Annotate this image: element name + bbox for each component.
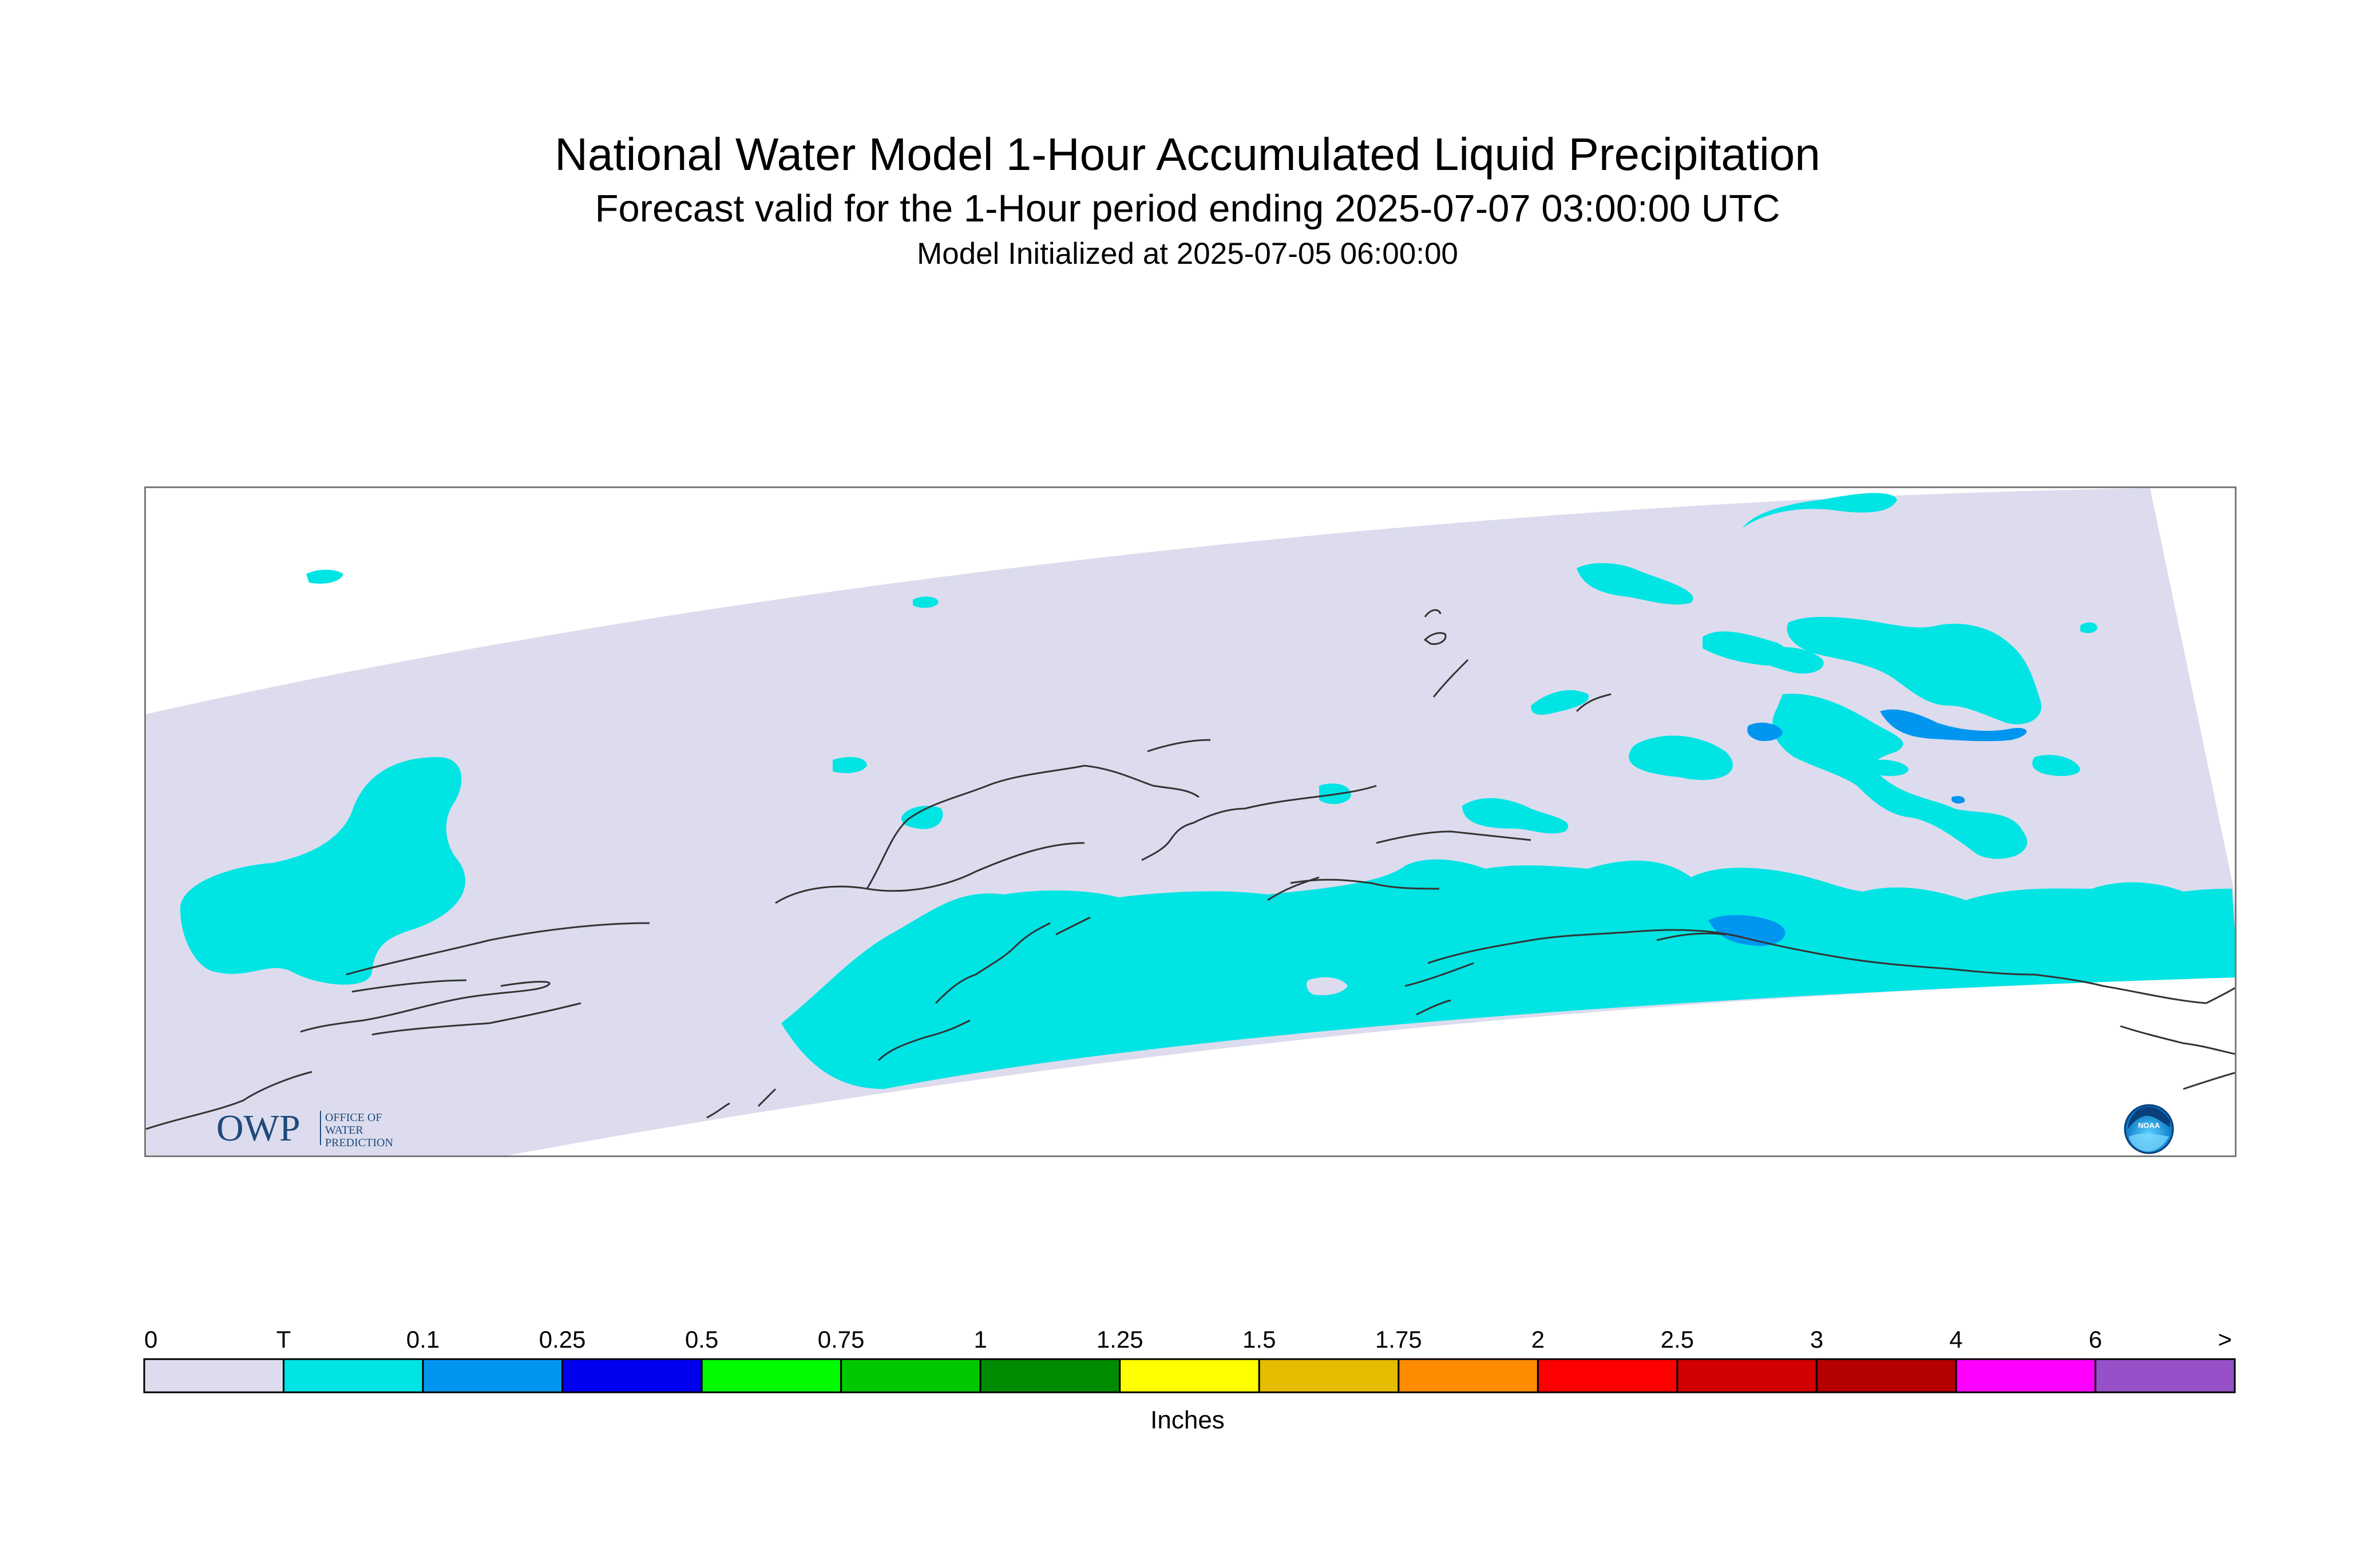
legend-bin-11 — [1676, 1358, 1818, 1393]
light-precip-areas — [1708, 709, 2027, 946]
legend-bin-8 — [1258, 1358, 1400, 1393]
owp-logo: OWP OFFICE OF WATER PREDICTION — [216, 1107, 393, 1149]
legend-bin-6 — [979, 1358, 1121, 1393]
map-title: National Water Model 1-Hour Accumulated … — [555, 129, 1820, 180]
legend-bin-10 — [1537, 1358, 1679, 1393]
noaa-logo-text: NOAA — [2138, 1121, 2160, 1130]
legend-tick-label: 4 — [1949, 1326, 1962, 1353]
legend-bin-14 — [2094, 1358, 2236, 1393]
legend-tick-label: 1 — [974, 1326, 987, 1353]
trace-precip-areas — [180, 493, 2235, 1089]
owp-logo-line-2: WATER — [325, 1124, 363, 1137]
legend-bin-7 — [1119, 1358, 1260, 1393]
owp-logo-text: OWP — [216, 1107, 300, 1149]
legend-tick-label: 0.1 — [406, 1326, 440, 1353]
map-canvas — [146, 488, 2235, 1155]
legend-bin-2 — [422, 1358, 564, 1393]
legend-bin-4 — [700, 1358, 842, 1393]
map-subtitle: Forecast valid for the 1-Hour period end… — [595, 187, 1780, 230]
legend-tick-label: 0 — [144, 1326, 157, 1353]
legend-bin-5 — [840, 1358, 981, 1393]
color-legend: 0 T 0.1 0.25 0.5 0.75 1 1.25 1.5 1.75 2 2.5 3 4 6 > — [0, 1305, 2375, 1454]
map-frame: OWP OFFICE OF WATER PREDICTION NOAA — [144, 486, 2237, 1157]
legend-bin-9 — [1398, 1358, 1539, 1393]
legend-tick-label: 1.75 — [1375, 1326, 1422, 1353]
legend-bin-1 — [283, 1358, 424, 1393]
legend-tick-label: 0.75 — [818, 1326, 865, 1353]
coastlines — [146, 609, 2235, 1130]
legend-tick-label: 2.5 — [1661, 1326, 1694, 1353]
owp-logo-line-3: PREDICTION — [325, 1137, 393, 1149]
legend-unit-label: Inches — [1150, 1406, 1225, 1434]
legend-tick-label: 1.5 — [1242, 1326, 1276, 1353]
legend-tick-label: T — [276, 1326, 291, 1353]
legend-tick-label: 3 — [1810, 1326, 1823, 1353]
legend-tick-label: 6 — [2089, 1326, 2102, 1353]
lake-areas — [1186, 755, 1348, 996]
legend-tick-label: > — [2218, 1326, 2232, 1353]
legend-bin-13 — [1955, 1358, 2096, 1393]
legend-tick-label: 2 — [1531, 1326, 1545, 1353]
color-legend-bar: 0 T 0.1 0.25 0.5 0.75 1 1.25 1.5 1.75 2 2.5 3 4 6 > — [143, 1326, 2236, 1393]
model-init-line: Model Initialized at 2025-07-05 06:00:00 — [917, 237, 1458, 271]
legend-tick-label: 0.5 — [685, 1326, 718, 1353]
noaa-logo: NOAA — [2124, 1104, 2174, 1154]
legend-bin-3 — [561, 1358, 703, 1393]
legend-bin-12 — [1815, 1358, 1957, 1393]
legend-tick-label: 0.25 — [539, 1326, 586, 1353]
owp-logo-line-1: OFFICE OF — [325, 1111, 382, 1124]
legend-bin-0 — [143, 1358, 285, 1393]
legend-tick-label: 1.25 — [1097, 1326, 1143, 1353]
